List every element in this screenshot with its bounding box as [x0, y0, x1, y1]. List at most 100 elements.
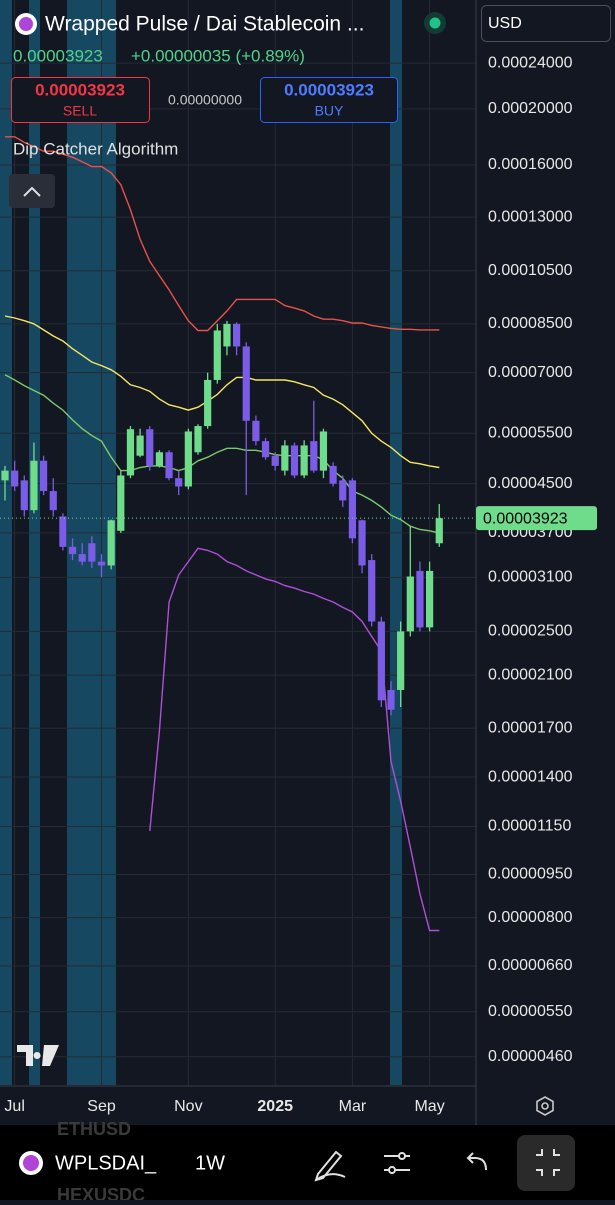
- candle-body: [213, 330, 221, 380]
- candle-body: [426, 570, 434, 628]
- price-change: +0.00000035 (+0.89%): [131, 46, 305, 65]
- sell-button[interactable]: [11, 77, 150, 123]
- indicator-lines: [4, 136, 440, 932]
- y-tick-label: 0.00001700: [488, 719, 573, 736]
- candle-body: [194, 426, 202, 453]
- candle-body: [146, 429, 154, 466]
- band: [390, 0, 402, 1085]
- x-tick-label: Sep: [87, 1098, 116, 1115]
- y-tick-label: 0.00000660: [488, 957, 573, 974]
- grid: [0, 0, 476, 1085]
- candle-body: [126, 429, 135, 476]
- status-dot: [429, 17, 441, 29]
- y-tick-label: 0.00001400: [488, 768, 573, 785]
- y-tick-label: 0.00005500: [488, 424, 573, 441]
- y-axis: 0.00024000 0.00020000 0.00016000 0.00013000…: [0, 54, 597, 1065]
- sell-price[interactable]: 0.00003923: [35, 80, 125, 99]
- y-tick-label: 0.00004500: [488, 475, 573, 492]
- y-tick-label: 0.00003100: [488, 569, 573, 586]
- candle-body: [68, 546, 77, 555]
- band: [29, 0, 40, 1085]
- candle-body: [406, 576, 414, 632]
- y-tick-label: 0.00002100: [488, 666, 573, 683]
- x-axis: Jul Sep Nov 2025 Mar May: [4, 1098, 444, 1115]
- candle-body: [348, 480, 356, 539]
- symbol-title[interactable]: Wrapped Pulse / Dai Stablecoin ...: [45, 13, 364, 36]
- y-tick-label: 0.00002500: [488, 623, 573, 640]
- x-tick-label: Nov: [174, 1098, 202, 1115]
- settings-icon[interactable]: [536, 1096, 554, 1116]
- candle-body: [40, 460, 48, 492]
- candle-body: [78, 554, 86, 562]
- draw-icon[interactable]: [314, 1150, 346, 1182]
- candle-body: [435, 518, 443, 544]
- last-price-label: 0.00003923: [483, 510, 568, 527]
- candle-body: [281, 445, 289, 471]
- toolbar-interval[interactable]: 1W: [195, 1152, 225, 1174]
- currency-box[interactable]: [481, 5, 611, 42]
- candle-body: [271, 455, 279, 466]
- x-tick-label: 2025: [257, 1098, 293, 1115]
- fullscreen-button[interactable]: [517, 1135, 575, 1191]
- candle-body: [165, 452, 173, 479]
- candle-body: [319, 431, 328, 471]
- toolbar-symbol[interactable]: WPLSDAI_: [55, 1152, 157, 1174]
- candle-body: [387, 689, 395, 710]
- candle-body: [290, 445, 299, 476]
- indicator-line: [149, 547, 440, 932]
- spread: 0.00000000: [168, 92, 242, 108]
- y-tick-label: 0.00013000: [488, 208, 573, 225]
- symbol-icon-inner: [23, 1155, 39, 1171]
- y-tick-label: 0.00000460: [488, 1048, 573, 1065]
- tv-logo: [17, 1045, 59, 1066]
- exit-fullscreen-icon: [536, 1149, 560, 1176]
- candle-body: [233, 323, 241, 347]
- buy-label[interactable]: BUY: [315, 103, 344, 119]
- indicator-line: [4, 374, 440, 534]
- indicator-line: [5, 136, 440, 332]
- y-tick-label: 0.00008500: [488, 315, 573, 332]
- undo-icon[interactable]: [466, 1152, 487, 1171]
- watchlist-item: ETHUSD: [57, 1119, 131, 1139]
- candle-body: [416, 570, 424, 628]
- buy-price[interactable]: 0.00003923: [284, 80, 374, 99]
- y-tick-label: 0.00007000: [488, 364, 573, 381]
- symbol-icon-inner: [19, 17, 33, 31]
- candle-body: [97, 561, 106, 566]
- candle-body: [184, 431, 192, 487]
- x-tick-label: Jul: [4, 1098, 24, 1115]
- candle-body: [252, 420, 260, 442]
- last-price-tag: [476, 506, 597, 531]
- candle-body: [11, 470, 19, 487]
- candle-body: [397, 631, 405, 690]
- candle-body: [117, 475, 125, 531]
- candle-body: [368, 560, 376, 622]
- candle-body: [329, 465, 337, 484]
- candle-body: [136, 435, 144, 456]
- candle-body: [300, 445, 308, 476]
- band: [0, 0, 12, 1085]
- candle-body: [20, 480, 28, 511]
- indicator-name[interactable]: Dip Catcher Algorithm: [13, 139, 178, 158]
- x-tick-label: Mar: [339, 1098, 367, 1115]
- buy-button[interactable]: [260, 77, 398, 123]
- collapse-button[interactable]: [9, 174, 55, 208]
- candle-body: [155, 452, 163, 466]
- chevron-icon: [23, 186, 41, 197]
- y-tick-label: 0.00000950: [488, 866, 573, 883]
- x-tick-label: May: [414, 1098, 444, 1115]
- candle-body: [30, 460, 38, 511]
- y-tick-label: 0.00000800: [488, 909, 573, 926]
- candle-body: [88, 543, 96, 562]
- candle-body: [204, 379, 212, 427]
- y-tick-label: 0.00020000: [488, 100, 573, 117]
- y-tick-label: 0.00024000: [488, 54, 573, 71]
- y-tick-label: 0.00000550: [488, 1003, 573, 1020]
- currency[interactable]: USD: [488, 15, 522, 32]
- candle-body: [242, 346, 250, 421]
- candle-body: [223, 323, 231, 347]
- y-tick-label: 0.00016000: [488, 156, 573, 173]
- sell-label[interactable]: SELL: [63, 103, 97, 119]
- indicator-settings-icon[interactable]: [384, 1152, 410, 1174]
